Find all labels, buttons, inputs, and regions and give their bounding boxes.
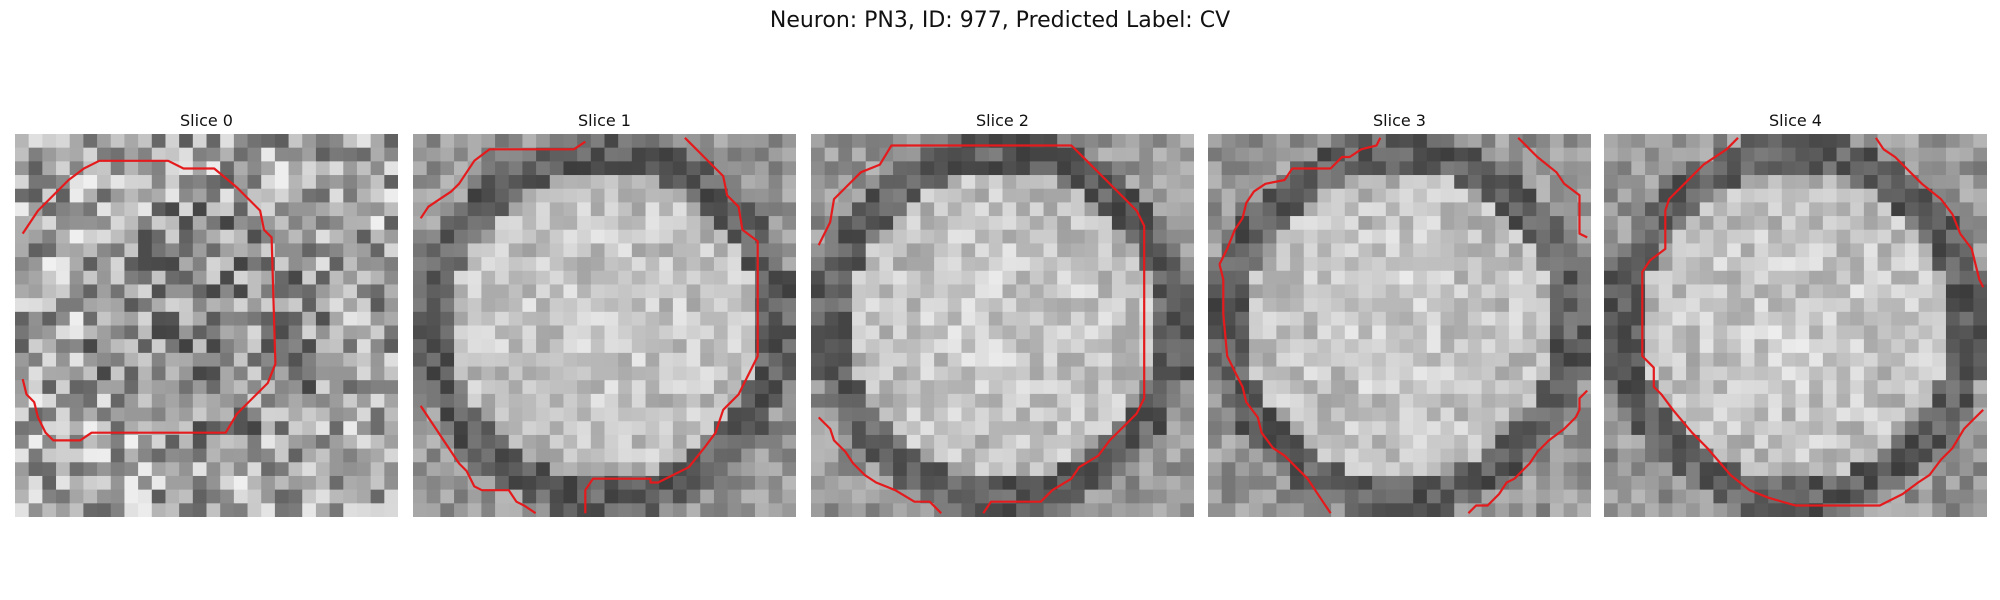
contour-line [817,144,1146,514]
slice-panel-4: Slice 4 [1604,110,1987,517]
slice-title: Slice 4 [1769,111,1822,130]
slice-image [15,134,398,517]
contour-line [1641,137,1984,507]
contour-line [419,405,537,515]
pixel-grid [1208,134,1591,517]
slice-title: Slice 2 [976,111,1029,130]
pixel-grid [1604,134,1987,517]
pixel-grid [413,134,796,517]
slice-image [1604,134,1987,517]
slice-panel-0: Slice 0 [15,110,398,517]
contour-line [817,416,942,514]
pixel-grid [15,134,398,517]
contour-line [584,137,759,514]
contour-line [1218,137,1382,265]
slice-image [413,134,796,517]
contour-line [21,159,277,442]
slice-panel-1: Slice 1 [413,110,796,517]
slice-title: Slice 1 [578,111,631,130]
contour-line [1218,263,1332,514]
slice-image [811,134,1194,517]
contour-line [1874,137,1985,288]
figure-title: Neuron: PN3, ID: 977, Predicted Label: C… [769,8,1231,33]
contour-line [1467,389,1588,514]
slice-panel-3: Slice 3 [1208,110,1591,517]
slice-title: Slice 0 [180,111,233,130]
pixel-grid [811,134,1194,517]
contour-line [419,140,586,219]
slice-image [1208,134,1591,517]
contour-line [1517,137,1588,239]
slice-panel-2: Slice 2 [811,110,1194,517]
slice-title: Slice 3 [1373,111,1426,130]
